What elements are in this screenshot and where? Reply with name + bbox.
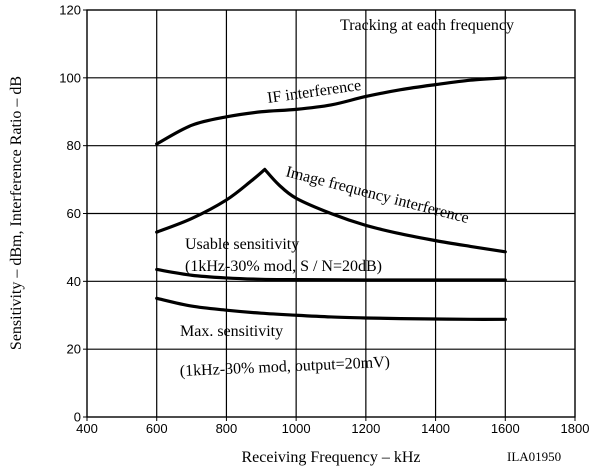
y-tick-label: 120 [59, 3, 81, 18]
x-tick-label: 1200 [351, 421, 380, 436]
y-axis-label: Sensitivity – dBm, Interference Ratio – … [8, 76, 25, 350]
y-tick-label: 100 [59, 70, 81, 85]
axis-ticks: 400 600 800 1000 1200 1400 1600 1800 0 20 40 60 80 10… [59, 3, 589, 437]
y-tick-label: 40 [67, 274, 81, 289]
label-usable-sensitivity-condition: (1kHz-30% mod, S / N=20dB) [185, 258, 382, 275]
x-tick-label: 800 [216, 421, 238, 436]
x-tick-label: 1400 [421, 421, 450, 436]
x-tick-label: 400 [76, 421, 98, 436]
image-frequency-interference-curve [155, 167, 507, 254]
x-tick-label: 600 [146, 421, 168, 436]
figure-code: ILA01950 [507, 449, 561, 464]
x-tick-label: 1000 [282, 421, 311, 436]
y-tick-label: 80 [67, 138, 81, 153]
label-image-frequency-interference: Image frequency interference [284, 163, 471, 227]
if-interference-curve [155, 76, 507, 146]
y-tick-label: 20 [67, 342, 81, 357]
label-max-sensitivity-condition: (1kHz-30% mod, output=20mV) [179, 354, 390, 380]
x-axis-label: Receiving Frequency – kHz [241, 449, 420, 466]
y-tick-label: 0 [74, 410, 81, 425]
label-max-sensitivity: Max. sensitivity [180, 323, 283, 340]
annotation-tracking: Tracking at each frequency [340, 17, 514, 34]
label-usable-sensitivity: Usable sensitivity [185, 236, 299, 253]
max-sensitivity-curve [155, 296, 507, 321]
x-tick-label: 1600 [491, 421, 520, 436]
usable-sensitivity-curve [155, 267, 507, 282]
curves [155, 76, 507, 321]
x-tick-label: 1800 [561, 421, 590, 436]
y-tick-label: 60 [67, 206, 81, 221]
